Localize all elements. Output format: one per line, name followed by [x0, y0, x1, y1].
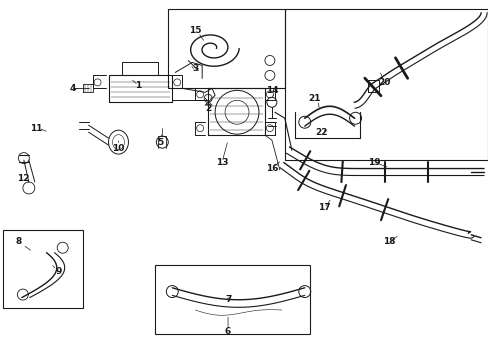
Text: 6: 6 — [224, 327, 231, 336]
Text: 14: 14 — [265, 86, 278, 95]
Text: 15: 15 — [188, 26, 201, 35]
Text: 22: 22 — [315, 128, 327, 137]
Bar — [3, 230, 82, 307]
Bar — [285, 9, 487, 160]
Text: 21: 21 — [308, 94, 320, 103]
Text: 2: 2 — [204, 104, 211, 113]
Bar — [155, 265, 309, 334]
Text: 4: 4 — [69, 84, 76, 93]
Text: 13: 13 — [215, 158, 228, 167]
Text: 12: 12 — [17, 174, 29, 183]
Text: 1: 1 — [135, 81, 141, 90]
Text: 9: 9 — [56, 267, 62, 276]
Text: 5: 5 — [157, 138, 163, 147]
Text: 16: 16 — [265, 163, 278, 172]
Text: 18: 18 — [383, 237, 395, 246]
Bar — [168, 9, 285, 88]
Text: 11: 11 — [29, 124, 42, 133]
Text: 17: 17 — [318, 203, 330, 212]
Text: 20: 20 — [378, 78, 390, 87]
Text: 10: 10 — [112, 144, 124, 153]
Text: 3: 3 — [192, 64, 198, 73]
Text: 19: 19 — [367, 158, 380, 167]
Text: 7: 7 — [224, 295, 231, 304]
Text: 8: 8 — [16, 237, 22, 246]
